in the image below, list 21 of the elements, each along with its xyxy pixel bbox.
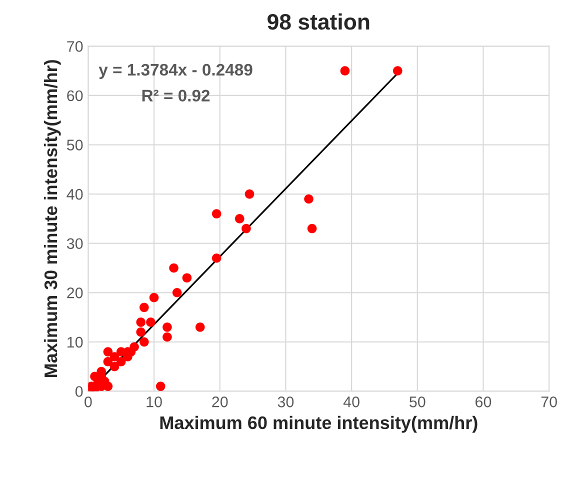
x-tick-label: 10 <box>146 396 162 408</box>
chart-title: 98 station <box>268 13 370 30</box>
x-tick-label: 70 <box>541 396 557 408</box>
x-axis-title: Maximum 60 minute intensity(mm/hr) <box>160 416 478 433</box>
annotation: y = 1.3784x - 0.2489 <box>98 64 252 79</box>
y-tick-label: 60 <box>67 90 83 102</box>
annotation: R² = 0.92 <box>142 90 210 102</box>
y-tick-label: 70 <box>67 41 83 52</box>
y-tick-label: 10 <box>68 336 83 348</box>
x-tick-label: 50 <box>410 396 426 408</box>
y-tick-label: 40 <box>66 188 83 200</box>
y-tick-label: 30 <box>66 238 83 250</box>
y-axis-title: Maximum 30 minute intensity(mm/hr) <box>44 60 61 378</box>
x-tick-label: 20 <box>212 396 228 408</box>
y-tick-label: 20 <box>67 288 83 298</box>
x-tick-label: 40 <box>343 396 360 408</box>
y-tick-label: 0 <box>75 386 83 397</box>
y-tick-label: 50 <box>66 140 83 150</box>
x-tick-label: 30 <box>278 396 294 408</box>
x-tick-label: 0 <box>84 396 92 408</box>
x-tick-label: 60 <box>476 396 492 408</box>
